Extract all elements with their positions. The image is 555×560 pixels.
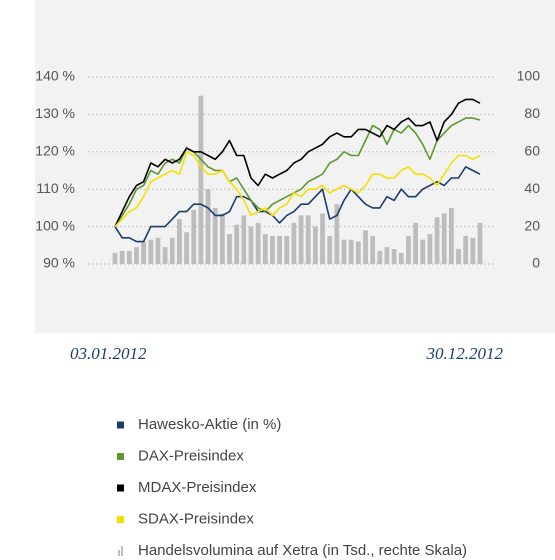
bar: [363, 230, 368, 264]
bar: [227, 234, 232, 264]
legend-label: SDAX-Preisindex: [138, 510, 254, 527]
bar: [470, 237, 476, 264]
bar: [169, 237, 175, 264]
y2-tick-label: 60: [524, 143, 540, 159]
bar: [312, 226, 318, 264]
bar: [456, 249, 461, 264]
bar: [448, 207, 454, 264]
legend-icon: [118, 550, 120, 556]
legend-label: Hawesko-Aktie (in %): [138, 416, 281, 433]
y2-tick-label: 80: [524, 105, 540, 121]
bar: [413, 222, 418, 264]
line-series: [114, 98, 481, 227]
y2-tick-label: 40: [524, 180, 540, 196]
bar: [191, 209, 197, 264]
bar: [348, 239, 354, 264]
bar: [284, 235, 290, 264]
y-tick-label: 120 %: [35, 143, 75, 159]
bar: [434, 217, 440, 264]
bar: [262, 234, 268, 264]
y-tick-label: 110 %: [36, 180, 75, 196]
bar: [134, 247, 139, 264]
bar: [177, 219, 182, 264]
bar: [255, 222, 261, 264]
legend-icon: [121, 546, 123, 556]
bar: [212, 207, 218, 264]
x-tick-label: 03.01.2012: [70, 344, 147, 363]
bar: [320, 213, 325, 264]
bar: [248, 226, 254, 264]
y2-tick-label: 100: [517, 68, 541, 84]
bar: [355, 241, 361, 264]
bar: [370, 235, 376, 264]
bar: [148, 239, 154, 264]
bar: [119, 250, 125, 264]
bar: [141, 241, 147, 264]
bar: [126, 250, 132, 264]
bar: [420, 239, 426, 264]
bar: [341, 239, 347, 264]
y-tick-label: 140 %: [35, 68, 75, 84]
bar: [241, 215, 247, 264]
bar: [398, 252, 404, 264]
line-series: [114, 151, 481, 228]
bar: [291, 222, 297, 264]
bar: [477, 222, 483, 264]
bar: [184, 232, 189, 264]
y-tick-label: 100 %: [35, 217, 75, 233]
plot-panel: [35, 0, 555, 333]
bar: [234, 224, 240, 264]
x-tick-label: 30.12.2012: [426, 344, 504, 363]
legend-label: Handelsvolumina auf Xetra (in Tsd., rech…: [138, 542, 467, 559]
bar: [277, 235, 283, 264]
bar: [198, 95, 204, 264]
y2-tick-label: 20: [524, 217, 540, 233]
bar: [327, 235, 333, 264]
bar: [384, 247, 390, 264]
y-tick-label: 90 %: [43, 255, 75, 271]
line-series: [114, 166, 481, 243]
legend-icon: [117, 484, 124, 492]
bar: [463, 235, 469, 264]
bar: [112, 252, 118, 264]
bar: [155, 237, 161, 264]
legend-icon: [117, 516, 124, 523]
bar: [219, 213, 225, 264]
bar: [391, 249, 397, 264]
y2-tick-label: 0: [532, 255, 540, 271]
legend-icon: [117, 421, 124, 429]
legend-label: DAX-Preisindex: [138, 447, 244, 464]
bar: [377, 250, 383, 264]
bar: [305, 215, 311, 264]
bar: [427, 234, 433, 264]
bar: [441, 213, 447, 264]
bar: [162, 247, 168, 264]
bar: [334, 204, 340, 264]
bar: [270, 235, 275, 264]
legend-icon: [117, 453, 124, 460]
bar: [205, 189, 211, 264]
legend-label: MDAX-Preisindex: [138, 479, 257, 496]
bar: [406, 235, 411, 264]
y-tick-label: 130 %: [35, 105, 75, 121]
bar: [298, 215, 304, 264]
